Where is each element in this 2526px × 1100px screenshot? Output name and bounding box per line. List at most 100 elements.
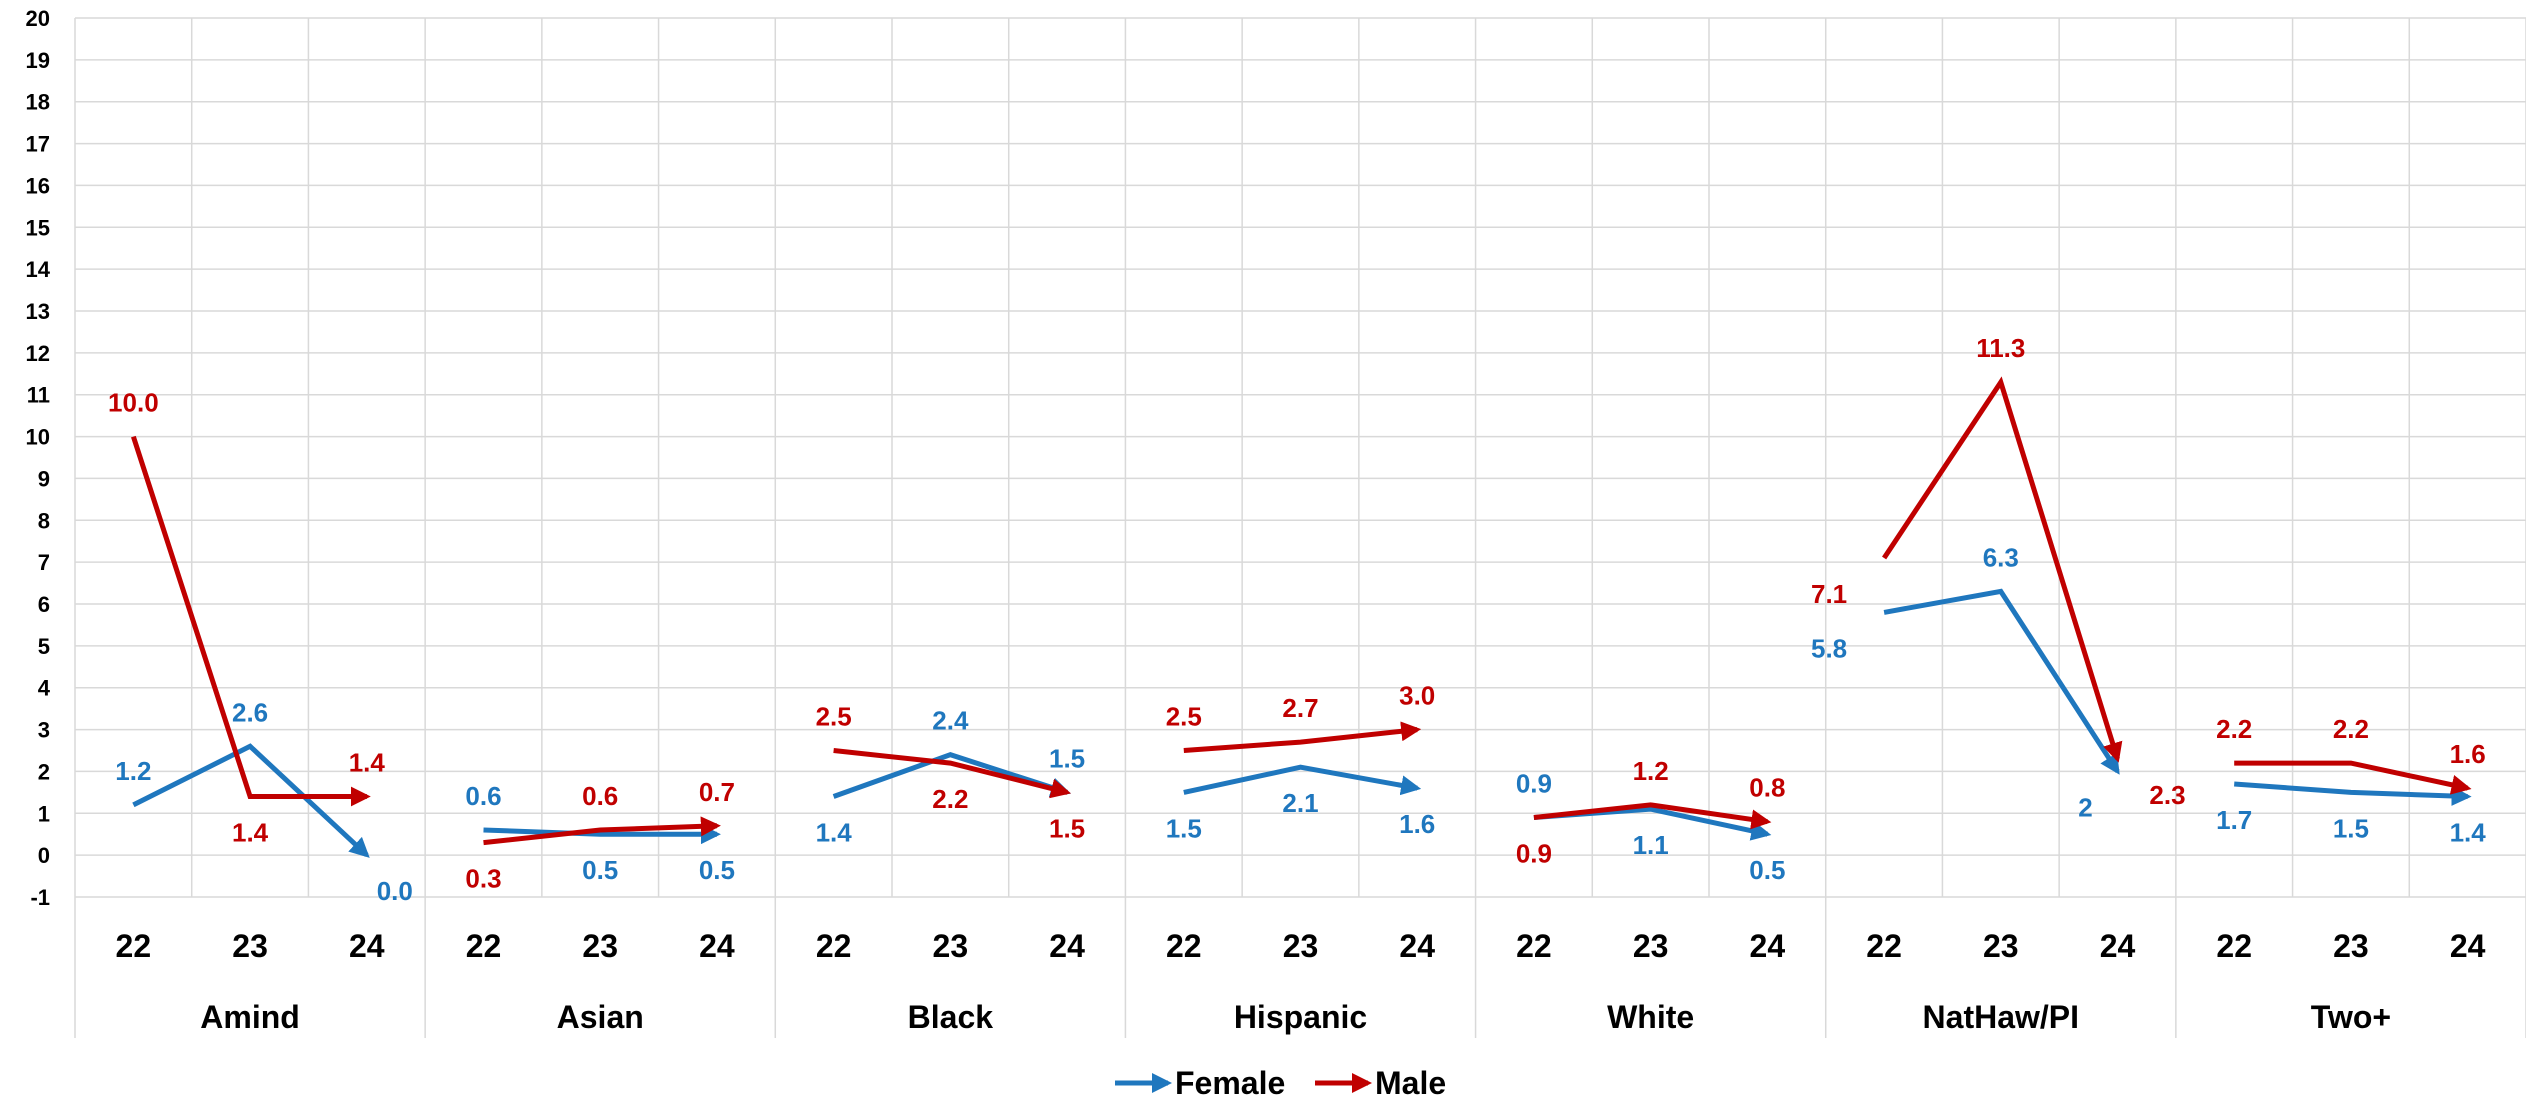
- data-label-female: 1.4: [2450, 818, 2487, 848]
- y-tick-label: 2: [38, 759, 50, 784]
- data-label-female: 1.5: [1166, 813, 1202, 843]
- y-tick-label: 1: [38, 801, 50, 826]
- x-tick-label: 23: [1633, 928, 1669, 964]
- series-male-line: [1533, 802, 1772, 830]
- data-label-female: 1.5: [2333, 813, 2369, 843]
- data-label-female: 0.9: [1516, 768, 1552, 798]
- y-tick-label: 12: [26, 341, 50, 366]
- series-female-line: [832, 752, 1071, 799]
- x-tick-label: 22: [1516, 928, 1552, 964]
- series-female-line: [1883, 588, 2120, 775]
- data-label-female: 2.1: [1282, 788, 1318, 818]
- y-tick-label: -1: [30, 885, 50, 910]
- series-female-line: [483, 824, 721, 845]
- y-tick-label: 15: [26, 215, 50, 240]
- legend-male-label: Male: [1375, 1065, 1446, 1100]
- x-tick-label: 24: [2100, 928, 2136, 964]
- data-label-female: 0.5: [1749, 855, 1785, 885]
- data-label-female: 1.6: [1399, 809, 1435, 839]
- data-label-male: 1.6: [2450, 739, 2486, 769]
- legend-female-label: Female: [1175, 1065, 1285, 1100]
- y-tick-label: 9: [38, 466, 50, 491]
- x-tick-label: 24: [1399, 928, 1435, 964]
- x-tick-label: 23: [1983, 928, 2019, 964]
- data-label-male: 10.0: [108, 388, 159, 418]
- group-label: Amind: [200, 999, 300, 1035]
- data-labels: 1.2 2.6 0.0 0.6 0.5 0.5 1.4 2.4 1.5 1.5 2.1 1.6 0.9 1…: [108, 333, 2486, 906]
- data-label-female: 2.4: [932, 706, 969, 736]
- x-tick-label: 24: [349, 928, 385, 964]
- y-tick-label: 17: [26, 132, 50, 157]
- series-female-line: [1183, 764, 1422, 796]
- x-tick-label: 23: [1283, 928, 1319, 964]
- x-tick-label: 22: [1166, 928, 1202, 964]
- data-label-male: 2.5: [816, 702, 852, 732]
- data-label-female: 2: [2078, 792, 2092, 822]
- y-tick-label: 7: [38, 550, 50, 575]
- data-label-male: 7.1: [1811, 579, 1847, 609]
- data-label-female: 1.7: [2216, 805, 2252, 835]
- y-tick-label: 3: [38, 718, 50, 743]
- data-label-male: 2.2: [2333, 714, 2369, 744]
- group-label: Black: [908, 999, 994, 1035]
- group-label: Hispanic: [1234, 999, 1367, 1035]
- y-tick-label: 11: [27, 383, 50, 408]
- x-tick-label: 23: [232, 928, 268, 964]
- data-label-male: 0.8: [1749, 773, 1785, 803]
- y-tick-label: 20: [26, 6, 50, 31]
- data-label-female: 5.8: [1811, 633, 1847, 663]
- x-tick-label: 22: [816, 928, 852, 964]
- series-male-line: [483, 816, 721, 846]
- data-label-male: 2.2: [2216, 714, 2252, 744]
- x-tick-label: 22: [466, 928, 502, 964]
- data-label-male: 3.0: [1399, 681, 1435, 711]
- y-tick-label: 4: [38, 676, 51, 701]
- series-male-line: [1183, 721, 1422, 753]
- series-female-line: [2234, 781, 2472, 806]
- data-label-female: 0.5: [582, 855, 618, 885]
- x-tick-label: 24: [1049, 928, 1085, 964]
- series: [131, 376, 2472, 858]
- data-label-male: 0.9: [1516, 838, 1552, 868]
- data-label-male: 0.3: [465, 864, 501, 894]
- x-tick-label: 23: [933, 928, 969, 964]
- data-label-male: 0.7: [699, 777, 735, 807]
- data-label-male: 1.5: [1049, 813, 1085, 843]
- grid: [74, 17, 2526, 1038]
- data-label-female: 6.3: [1983, 542, 2019, 572]
- data-label-male: 1.2: [1633, 756, 1669, 786]
- series-female-line: [132, 743, 370, 858]
- series-male-line: [131, 435, 371, 807]
- data-label-male: 11.3: [1976, 333, 2025, 363]
- x-tick-label: 23: [2333, 928, 2369, 964]
- group-label: Two+: [2311, 999, 2391, 1035]
- data-label-female: 1.4: [816, 818, 853, 848]
- y-tick-label: 18: [26, 90, 50, 115]
- legend: Female Male: [1115, 1065, 1446, 1100]
- x-tick-label: 24: [699, 928, 735, 964]
- y-tick-label: 16: [26, 173, 50, 198]
- x-tick-label: 22: [2216, 928, 2252, 964]
- data-label-female: 1.1: [1633, 830, 1669, 860]
- data-label-male: 2.3: [2149, 780, 2185, 810]
- y-tick-label: 19: [26, 48, 50, 73]
- data-label-female: 1.5: [1049, 743, 1085, 773]
- y-tick-label: 8: [38, 508, 50, 533]
- data-label-male: 2.7: [1282, 693, 1318, 723]
- data-label-female: 0.5: [699, 855, 735, 885]
- x-tick-label: 24: [2450, 928, 2486, 964]
- y-tick-label: 13: [26, 299, 50, 324]
- y-tick-label: 10: [26, 425, 50, 450]
- series-male-line: [1882, 376, 2123, 763]
- data-label-female: 2.6: [232, 697, 268, 727]
- data-label-female: 0.0: [377, 876, 413, 906]
- series-male-line: [2234, 760, 2472, 795]
- data-label-male: 1.4: [232, 818, 269, 848]
- data-label-female: 1.2: [115, 756, 151, 786]
- group-label: White: [1607, 999, 1694, 1035]
- group-label: NatHaw/PI: [1923, 999, 2079, 1035]
- series-male-line: [833, 748, 1071, 799]
- data-label-male: 2.2: [932, 784, 968, 814]
- x-tick-label: 23: [582, 928, 618, 964]
